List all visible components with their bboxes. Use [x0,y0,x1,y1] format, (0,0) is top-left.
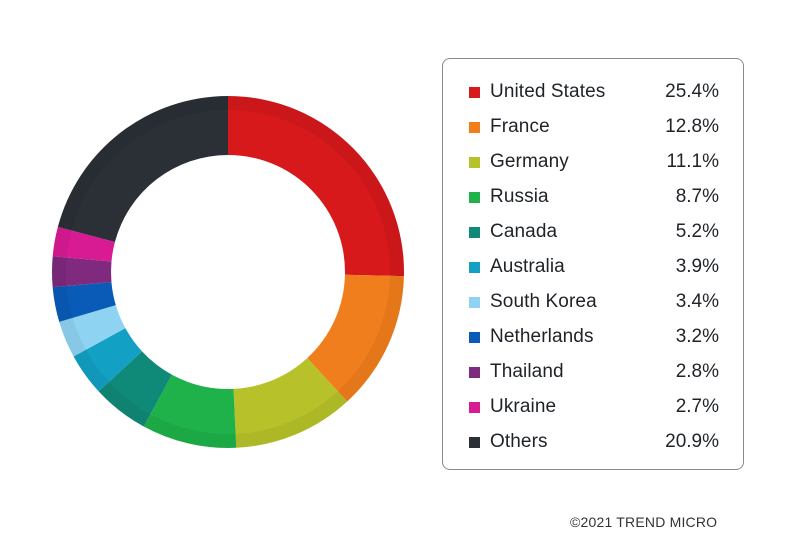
donut-slice-united-states [228,96,404,277]
legend-value: 11.1% [666,151,719,172]
donut-slice-others [57,96,229,243]
legend-item: Canada 5.2% [443,217,743,247]
copyright-text: ©2021 TREND MICRO [570,514,718,530]
legend-value: 5.2% [675,221,719,242]
legend-item: France 12.8% [443,112,743,142]
legend-item: Australia 3.9% [443,252,743,282]
legend-value: 3.2% [675,326,719,347]
legend-value: 12.8% [665,116,719,137]
legend-value: 20.9% [665,431,719,452]
chart-legend: United States 25.4% France 12.8% Germany 11.1… [442,58,744,470]
legend-label: Thailand [490,361,564,382]
legend-swatch [469,261,480,273]
legend-label: South Korea [490,291,597,312]
legend-swatch [469,331,480,343]
legend-label: Australia [490,256,565,277]
donut-slice-germany [233,358,348,448]
legend-label: United States [490,81,606,102]
legend-label: Netherlands [490,326,594,347]
donut-slice-ukraine [52,226,115,262]
donut-shading [52,96,404,448]
legend-label: Others [490,431,548,452]
legend-swatch [469,366,480,378]
legend-item: South Korea 3.4% [443,287,743,317]
donut-slice-russia [143,374,237,449]
donut-slice-france [307,274,404,402]
legend-value: 2.7% [675,396,719,417]
legend-item: Others 20.9% [443,427,743,457]
legend-label: Ukraine [490,396,557,417]
legend-value: 3.4% [675,291,719,312]
legend-label: France [490,116,550,137]
legend-swatch [469,401,480,413]
donut-slice-canada [98,351,173,427]
legend-value: 8.7% [675,186,719,207]
legend-value: 25.4% [665,81,719,102]
legend-swatch [469,191,480,203]
donut-slice-thailand [52,256,112,288]
legend-value: 3.9% [675,256,719,277]
legend-label: Russia [490,186,549,207]
legend-item: Netherlands 3.2% [443,322,743,352]
donut-slice-south-korea [59,305,126,357]
legend-item: Ukraine 2.7% [443,392,743,422]
legend-item: United States 25.4% [443,77,743,107]
legend-swatch [469,121,480,133]
donut-slice-netherlands [52,282,116,322]
legend-swatch [469,156,480,168]
legend-swatch [469,436,480,448]
legend-swatch [469,296,480,308]
legend-item: Russia 8.7% [443,182,743,212]
legend-label: Canada [490,221,558,242]
legend-item: Thailand 2.8% [443,357,743,387]
legend-swatch [469,226,480,238]
legend-label: Germany [490,151,569,172]
legend-value: 2.8% [675,361,719,382]
donut-slice-australia [73,328,143,392]
legend-item: Germany 11.1% [443,147,743,177]
legend-swatch [469,86,480,98]
